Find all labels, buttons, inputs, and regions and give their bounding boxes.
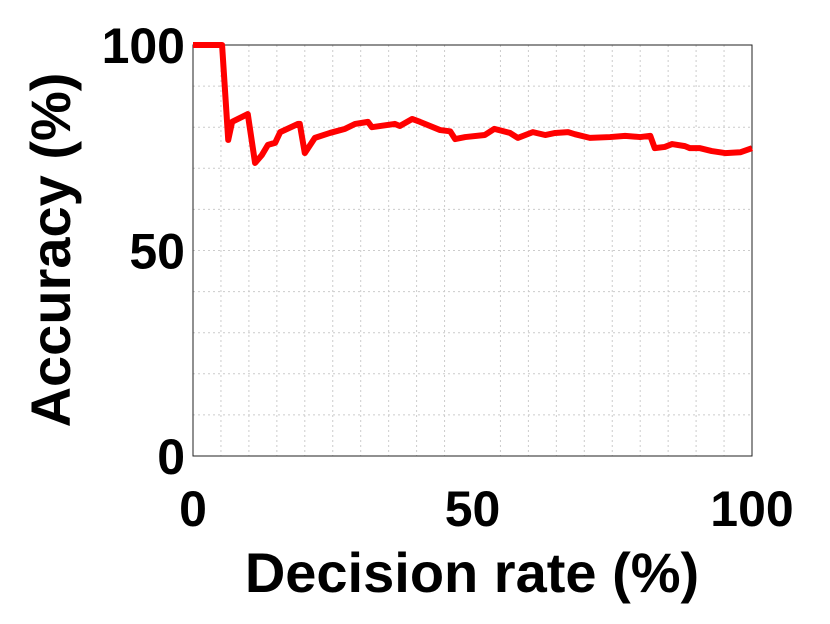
x-tick-label: 0 [179,481,207,537]
y-tick-label: 0 [157,429,185,485]
y-tick-label: 100 [102,18,185,74]
data-line [193,42,753,166]
x-tick-label: 50 [445,481,501,537]
y-axis-label: Accuracy (%) [19,73,82,428]
plot-frame [192,44,753,457]
x-tick-label: 100 [710,481,793,537]
y-tick-label: 50 [129,224,185,280]
x-axis-label: Decision rate (%) [245,541,699,604]
